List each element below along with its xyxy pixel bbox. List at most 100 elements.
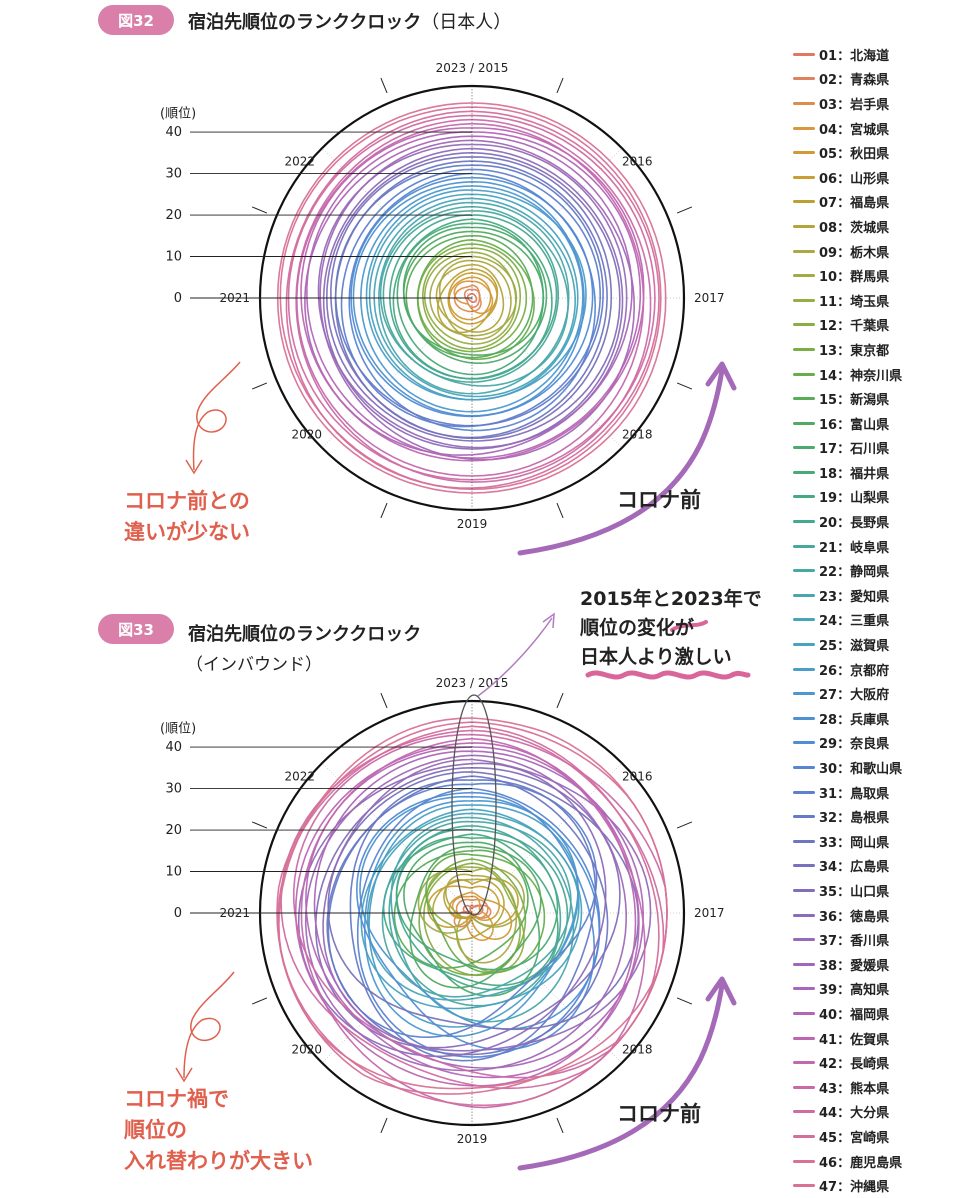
legend-item: 29：奈良県 bbox=[793, 731, 953, 756]
legend-label: 32：島根県 bbox=[819, 811, 890, 827]
rank-tick-label: 40 bbox=[165, 125, 182, 140]
legend-item: 14：神奈川県 bbox=[793, 362, 953, 387]
series-curve bbox=[379, 205, 569, 387]
year-spoke bbox=[321, 297, 473, 449]
legend-label: 10：群馬県 bbox=[819, 270, 890, 286]
purple-arrowhead-32 bbox=[705, 361, 737, 391]
series-curve bbox=[348, 172, 597, 432]
legend-label: 11：埼玉県 bbox=[819, 294, 890, 310]
legend-item: 09：栃木県 bbox=[793, 239, 953, 264]
legend-label: 04：宮城県 bbox=[819, 122, 890, 138]
legend-item: 47：沖縄県 bbox=[793, 1173, 953, 1198]
annotation-33-left-line1: コロナ禍で bbox=[124, 1087, 229, 1111]
legend-item: 21：岐阜県 bbox=[793, 534, 953, 559]
series-curve bbox=[378, 201, 570, 395]
purple-leader-line bbox=[477, 617, 553, 697]
year-label: 2023 / 2015 bbox=[436, 61, 509, 75]
legend-swatch bbox=[793, 864, 815, 868]
clock-tick bbox=[676, 997, 693, 1005]
legend-item: 35：山口県 bbox=[793, 878, 953, 903]
year-label: 2016 bbox=[622, 769, 653, 783]
rank-tick-label: 10 bbox=[165, 865, 182, 880]
legend-swatch bbox=[793, 249, 815, 253]
legend-label: 18：福井県 bbox=[819, 466, 890, 482]
clock-tick bbox=[556, 77, 564, 94]
year-label: 2020 bbox=[291, 1043, 322, 1057]
legend-label: 27：大阪府 bbox=[819, 688, 890, 704]
series-curve bbox=[418, 858, 527, 976]
legend-swatch bbox=[793, 569, 815, 573]
legend-item: 22：静岡県 bbox=[793, 558, 953, 583]
legend-swatch bbox=[793, 52, 815, 56]
series-curve bbox=[417, 867, 526, 934]
series-curve bbox=[402, 230, 545, 356]
series-curve bbox=[423, 251, 517, 345]
legend-item: 30：和歌山県 bbox=[793, 755, 953, 780]
legend-label: 21：岐阜県 bbox=[819, 540, 890, 556]
legend-swatch bbox=[793, 593, 815, 597]
rank-tick-label: 30 bbox=[165, 167, 182, 182]
legend-item: 34：広島県 bbox=[793, 854, 953, 879]
purple-arrow-32 bbox=[517, 367, 725, 556]
legend-item: 07：福島県 bbox=[793, 190, 953, 215]
clock-tick bbox=[380, 77, 388, 94]
legend-item: 46：鹿児島県 bbox=[793, 1149, 953, 1174]
series-curve bbox=[277, 725, 660, 1107]
legend-swatch bbox=[793, 372, 815, 376]
legend-label: 47：沖縄県 bbox=[819, 1180, 890, 1196]
pink-underline-wave bbox=[585, 670, 751, 680]
legend-label: 05：秋田県 bbox=[819, 147, 890, 163]
series-curve bbox=[393, 849, 529, 969]
clock-tick bbox=[251, 382, 268, 390]
legend-label: 26：京都府 bbox=[819, 663, 890, 679]
legend-label: 23：愛知県 bbox=[819, 589, 890, 605]
figure-32-title: 宿泊先順位のランククロック（日本人） bbox=[188, 8, 511, 34]
legend-label: 40：福岡県 bbox=[819, 1007, 890, 1023]
legend-swatch bbox=[793, 470, 815, 474]
legend-label: 07：福島県 bbox=[819, 196, 890, 212]
legend-swatch bbox=[793, 175, 815, 179]
legend-item: 44：大分県 bbox=[793, 1100, 953, 1125]
legend-swatch bbox=[793, 692, 815, 696]
red-loop-arrow-32 bbox=[192, 361, 241, 471]
legend-swatch bbox=[793, 618, 815, 622]
clock-tick bbox=[251, 997, 268, 1005]
legend-swatch bbox=[793, 643, 815, 647]
clock-tick bbox=[251, 821, 268, 829]
legend-swatch bbox=[793, 1184, 815, 1188]
legend-label: 31：鳥取県 bbox=[819, 786, 890, 802]
series-curve bbox=[390, 816, 575, 1023]
clock-tick bbox=[251, 206, 268, 214]
red-loop-arrow-33 bbox=[183, 971, 235, 1079]
legend-swatch bbox=[793, 544, 815, 548]
legend-label: 29：奈良県 bbox=[819, 737, 890, 753]
annotation-33-left-line3: 入れ替わりが大きい bbox=[124, 1149, 313, 1173]
legend-swatch bbox=[793, 200, 815, 204]
clock-tick bbox=[676, 821, 693, 829]
series-curve bbox=[436, 268, 499, 334]
legend: 01：北海道 02：青森県 03：岩手県 04：宮城県 05：秋田県 06：山形県 07：福… bbox=[793, 42, 953, 1198]
legend-item: 39：高知県 bbox=[793, 977, 953, 1002]
legend-swatch bbox=[793, 520, 815, 524]
red-arrowhead-33 bbox=[175, 1067, 193, 1083]
clock-tick bbox=[556, 502, 564, 519]
legend-label: 03：岩手県 bbox=[819, 97, 890, 113]
legend-item: 23：愛知県 bbox=[793, 583, 953, 608]
annotation-33-top: 2015年と2023年で 順位の変化が 日本人より激しい bbox=[580, 585, 762, 672]
legend-item: 43：熊本県 bbox=[793, 1075, 953, 1100]
y-axis-label: (順位) bbox=[160, 106, 196, 121]
rank-tick-label: 10 bbox=[165, 250, 182, 265]
legend-swatch bbox=[793, 987, 815, 991]
series-curve bbox=[388, 825, 562, 1007]
annotation-32-right: コロナ前 bbox=[617, 488, 701, 512]
rank-clock-chart-japanese: (順位) 40 30 20 10 0 2023 / 2015 2016 2017 2018 2019… bbox=[160, 61, 725, 531]
legend-swatch bbox=[793, 766, 815, 770]
series-curve bbox=[409, 845, 542, 989]
series-curve bbox=[453, 280, 494, 315]
legend-label: 02：青森県 bbox=[819, 73, 890, 89]
series-curve bbox=[466, 293, 478, 303]
legend-swatch bbox=[793, 1011, 815, 1015]
legend-item: 28：兵庫県 bbox=[793, 706, 953, 731]
legend-swatch bbox=[793, 888, 815, 892]
